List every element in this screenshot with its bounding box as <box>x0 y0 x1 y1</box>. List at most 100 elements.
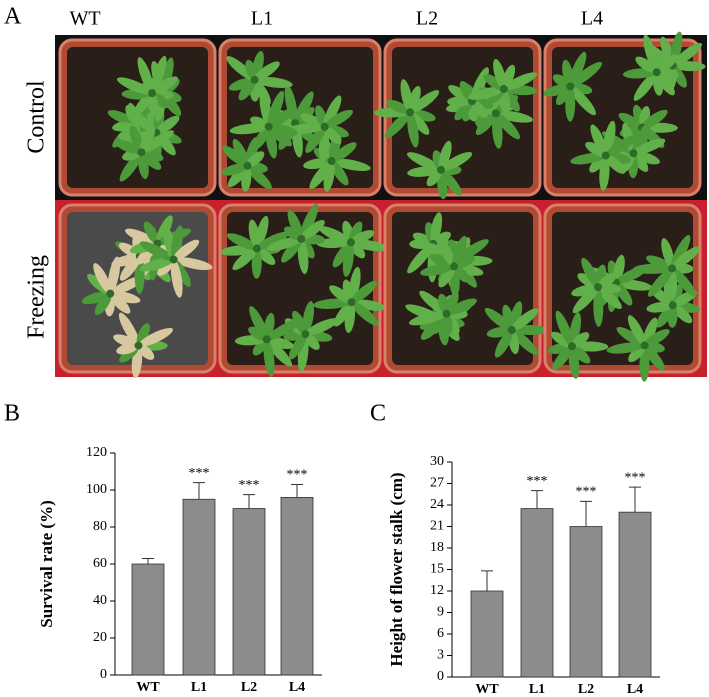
y-tick-label: 20 <box>93 630 107 645</box>
x-tick-label: L2 <box>578 682 594 697</box>
rosette-center <box>593 283 602 292</box>
leaf <box>156 115 180 134</box>
leaf <box>603 120 616 156</box>
leaf <box>494 329 513 358</box>
leaf <box>284 85 298 124</box>
bar <box>232 508 266 676</box>
error-bar <box>193 482 205 500</box>
leaf <box>305 318 339 336</box>
leaf <box>581 257 600 288</box>
leaf <box>570 152 606 165</box>
leaf <box>268 107 296 128</box>
rosette-center <box>442 309 451 318</box>
leaf <box>118 312 140 346</box>
x-tick-label: WT <box>475 682 499 697</box>
leaf <box>267 90 285 127</box>
bar <box>470 590 504 678</box>
leaf <box>324 109 353 128</box>
rosette-center <box>601 151 610 160</box>
bar <box>131 563 165 676</box>
leaf <box>511 308 539 331</box>
leaf <box>616 326 645 347</box>
x-tick-label: L2 <box>241 680 257 695</box>
leaf <box>333 301 353 327</box>
leaf <box>635 56 658 74</box>
panel-label: A <box>4 4 22 30</box>
rosette-center <box>499 85 508 94</box>
rosette-center <box>301 330 310 339</box>
y-tick-label: 120 <box>86 445 107 460</box>
leaf <box>129 125 144 153</box>
leaf <box>618 112 643 129</box>
leaf <box>351 280 378 303</box>
leaf <box>605 135 637 157</box>
leaf <box>139 125 156 153</box>
leaf <box>232 139 249 166</box>
rosette-center <box>346 238 355 247</box>
leaf <box>501 64 516 90</box>
leaf <box>150 55 167 94</box>
leaf <box>597 286 622 310</box>
leaf <box>143 221 159 244</box>
significance: *** <box>576 485 597 500</box>
leaf <box>633 151 660 165</box>
leaf <box>111 254 140 267</box>
photo <box>58 31 706 382</box>
leaf <box>263 339 275 377</box>
leaf <box>419 290 447 315</box>
rosette-center <box>566 82 575 91</box>
leaf <box>643 34 659 73</box>
rosette-center <box>252 244 261 253</box>
leaf <box>671 268 696 297</box>
rosette-center <box>148 89 157 98</box>
significance: *** <box>239 478 260 493</box>
leaf <box>438 140 452 170</box>
leaf <box>438 239 456 267</box>
leaf <box>300 113 325 129</box>
leaf <box>440 151 473 171</box>
leaf <box>110 291 141 304</box>
leaf <box>136 323 150 346</box>
leaf <box>330 160 349 186</box>
leaf <box>468 86 504 100</box>
leaf <box>407 243 434 274</box>
leaf <box>597 272 617 289</box>
leaf <box>643 345 665 371</box>
leaf <box>232 247 258 271</box>
y-tick-label: 27 <box>430 476 444 491</box>
leaf <box>297 238 309 275</box>
rosette-center <box>507 325 516 334</box>
leaf <box>256 231 289 250</box>
leaf <box>139 241 174 261</box>
leaf <box>350 230 375 244</box>
leaf <box>254 61 280 81</box>
leaf <box>569 86 596 116</box>
panel-label: C <box>370 401 386 427</box>
leaf <box>329 285 352 304</box>
x-tick-label: L4 <box>289 680 305 695</box>
leaf <box>81 291 111 305</box>
leaf <box>253 126 270 150</box>
leaf <box>266 336 294 350</box>
rosette-center <box>652 68 661 77</box>
rosette-center <box>243 161 252 170</box>
leaf <box>126 107 157 134</box>
leaf <box>137 57 154 94</box>
leaf <box>331 142 357 162</box>
rosette-center <box>327 157 336 166</box>
leaf <box>109 292 131 314</box>
leaf <box>633 138 666 155</box>
leaf <box>495 112 520 140</box>
leaf <box>221 163 248 176</box>
rosette-center <box>491 109 500 118</box>
leaf <box>94 293 112 315</box>
leaf <box>633 71 658 101</box>
rosette-center <box>406 108 415 117</box>
leaf <box>288 333 307 360</box>
leaf <box>432 231 451 246</box>
significance: *** <box>287 468 308 483</box>
leaf <box>571 332 590 348</box>
x-tick-label: WT <box>136 680 160 695</box>
significance: *** <box>527 474 548 489</box>
rosette-center <box>347 298 356 307</box>
